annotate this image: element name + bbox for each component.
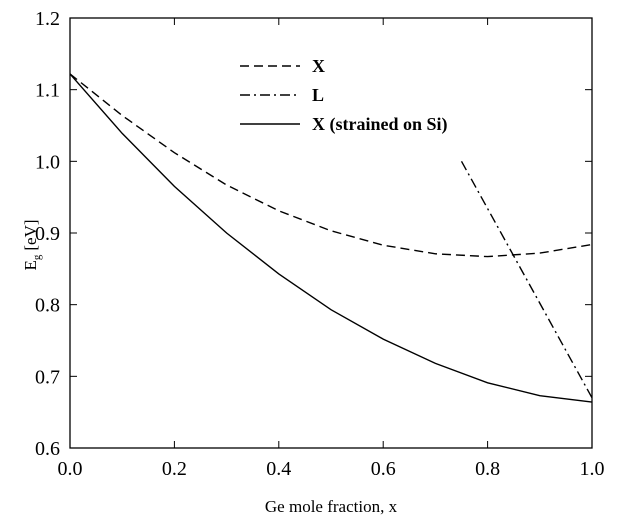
x-tick-label: 0.4: [266, 458, 291, 480]
y-axis-label-unit: [eV]: [21, 219, 40, 250]
legend-label-1: L: [312, 85, 324, 105]
y-axis-label: Eg [eV]: [21, 219, 43, 270]
series-line-2: [69, 73, 593, 403]
y-tick-label: 1.0: [35, 151, 60, 173]
x-tick-label: 1.0: [580, 458, 605, 480]
x-tick-label: 0.0: [58, 458, 83, 480]
legend: XL X (strained on Si): [240, 56, 448, 135]
x-axis-label: Ge mole fraction, x: [265, 497, 398, 516]
y-tick-label: 0.8: [35, 295, 60, 317]
y-tick-label: 0.7: [35, 366, 60, 388]
x-tick-label: 0.2: [162, 458, 187, 480]
plot-frame: [69, 17, 593, 449]
y-tick-label: 1.2: [35, 8, 60, 30]
legend-label-0: X: [312, 56, 325, 76]
y-tick-label: 0.9: [35, 223, 60, 245]
x-tick-label: 0.6: [371, 458, 396, 480]
y-axis-label-main: E: [21, 260, 40, 270]
series-line-0: [69, 73, 593, 258]
legend-label-2: X (strained on Si): [312, 114, 448, 135]
series-group: [69, 73, 593, 403]
y-tick-label: 1.1: [35, 80, 60, 102]
ticks: 0.0 0.2 0.4 0.6 0.8 1.0 0.6 0.7 0.8 0.9 1.0 1.1 1.2: [35, 8, 605, 480]
plot-frame-group: [69, 17, 593, 449]
x-tick-label: 0.8: [475, 458, 500, 480]
y-tick-label: 0.6: [35, 438, 60, 460]
y-axis-label-sub: g: [31, 254, 43, 260]
series-line-1: [460, 160, 593, 399]
